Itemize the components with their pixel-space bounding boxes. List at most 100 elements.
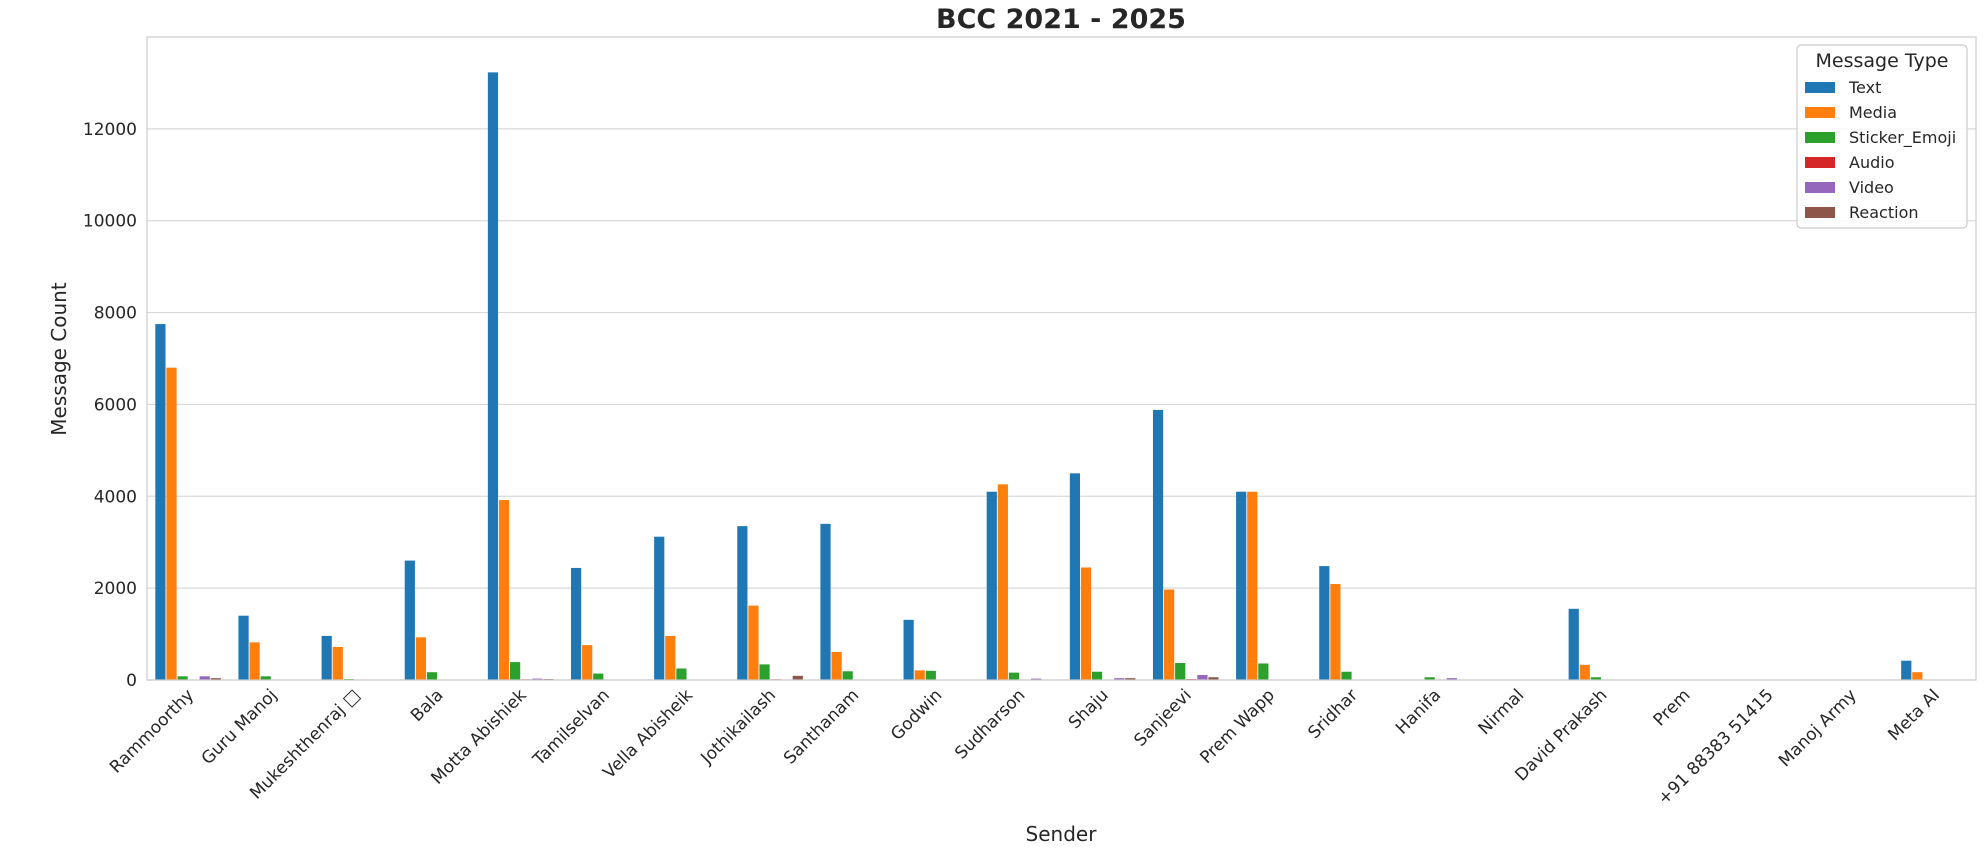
bar-reaction <box>792 675 803 680</box>
legend-label: Media <box>1849 103 1897 122</box>
bar-text <box>820 523 831 680</box>
legend-swatch <box>1805 107 1835 118</box>
legend-swatch <box>1805 82 1835 93</box>
bar-media <box>997 484 1008 680</box>
bar-media <box>831 651 842 680</box>
bar-media <box>332 646 343 680</box>
x-tick-label: Bala <box>407 685 447 725</box>
bar-media <box>1330 584 1341 680</box>
bar-media <box>665 635 676 680</box>
bar-sticker-emoji <box>1008 672 1020 680</box>
y-tick-label: 2000 <box>94 579 137 599</box>
bar-text <box>570 567 582 680</box>
bar-text <box>487 72 499 681</box>
bar-video <box>532 678 543 680</box>
x-tick-label: Sudharson <box>951 685 1029 763</box>
bar-sticker-emoji <box>1091 671 1103 680</box>
bar-text <box>1152 409 1164 680</box>
bar-text <box>1319 566 1330 680</box>
x-tick-label: Prem <box>1650 685 1695 730</box>
x-tick-label: Jothikailash <box>697 685 780 768</box>
y-tick-label: 12000 <box>83 120 137 140</box>
bar-video <box>1031 678 1042 680</box>
bar-sticker-emoji <box>426 672 438 680</box>
bar-media <box>1080 567 1092 680</box>
bar-sticker-emoji <box>1175 663 1186 680</box>
bar-media <box>498 499 510 680</box>
bar-media <box>582 645 593 680</box>
legend-swatch <box>1805 182 1835 193</box>
gridlines <box>147 128 1976 681</box>
x-tick-label: Prem Wapp <box>1196 685 1279 768</box>
bar-text <box>1901 660 1912 680</box>
bar-sticker-emoji <box>1258 663 1269 680</box>
bar-video <box>1114 678 1125 680</box>
x-tick-label: Sridhar <box>1304 685 1362 743</box>
x-tick-label: Santhanam <box>780 685 863 768</box>
bar-reaction <box>210 678 221 680</box>
bar-video <box>1197 674 1208 680</box>
y-axis-label: Message Count <box>47 282 71 436</box>
x-tick-label: Meta AI <box>1884 685 1944 745</box>
bar-reaction <box>1208 677 1219 680</box>
bar-text <box>737 526 748 680</box>
bar-sticker-emoji <box>510 662 521 680</box>
bar-media <box>166 367 177 680</box>
bar-text <box>155 324 166 680</box>
bar-media <box>1579 664 1590 680</box>
bar-media <box>1164 589 1175 680</box>
y-tick-label: 0 <box>126 671 137 691</box>
bar-media <box>415 637 427 680</box>
bar-media <box>249 642 260 680</box>
chart-title: BCC 2021 - 2025 <box>936 4 1186 35</box>
x-tick-label: Vella Abisheik <box>599 685 697 783</box>
y-tick-label: 10000 <box>83 212 137 232</box>
x-tick-label: Tamilselvan <box>529 685 614 770</box>
x-axis-label: Sender <box>1026 822 1098 846</box>
y-tick-label: 6000 <box>94 395 137 415</box>
bar-media <box>748 605 759 680</box>
bar-reaction <box>1125 678 1136 680</box>
legend-swatch <box>1805 157 1835 168</box>
y-tick-label: 4000 <box>94 487 137 507</box>
bar-text <box>1236 491 1247 680</box>
x-tick-label: Hanifa <box>1392 685 1445 738</box>
bar-sticker-emoji <box>1341 671 1352 680</box>
bar-media <box>1247 491 1258 680</box>
legend-label: Audio <box>1849 153 1894 172</box>
x-tick-label: Nirmal <box>1475 685 1529 739</box>
bar-sticker-emoji <box>759 664 770 680</box>
bar-text <box>321 635 332 680</box>
x-tick-label: Guru Manoj <box>198 685 282 769</box>
legend-swatch <box>1805 132 1835 143</box>
bar-video <box>199 676 210 680</box>
x-tick-label: Rammoorthy <box>106 685 198 777</box>
legend-label: Sticker_Emoji <box>1849 128 1956 148</box>
bar-sticker-emoji <box>260 676 271 680</box>
x-tick-label: Shaju <box>1065 685 1113 733</box>
bar-video <box>1446 678 1457 680</box>
bar-text <box>404 560 415 680</box>
legend-label: Text <box>1848 78 1881 97</box>
bar-sticker-emoji <box>676 668 687 680</box>
y-tick-label: 8000 <box>94 304 137 324</box>
bar-media <box>914 670 925 680</box>
legend-items: Text Media Sticker_Emoji Audio Video Reaction <box>1805 78 1956 222</box>
bar-text <box>1069 473 1081 680</box>
bar-text <box>986 491 997 680</box>
x-tick-label: Godwin <box>887 685 946 744</box>
legend-label: Video <box>1849 178 1894 197</box>
plot-frame <box>146 36 1977 681</box>
legend-swatch <box>1805 207 1835 218</box>
legend-box <box>1796 44 1968 229</box>
x-tick-label: Sanjeevi <box>1130 685 1195 750</box>
bar-text <box>903 619 914 680</box>
bar-sticker-emoji <box>1590 677 1601 680</box>
bars <box>155 72 1923 681</box>
y-tick-labels: 0 2000 4000 6000 8000 10000 12000 <box>83 120 137 691</box>
bar-sticker-emoji <box>1424 677 1435 680</box>
bar-text <box>1568 608 1579 680</box>
x-tick-label: Manoj Army <box>1775 685 1861 771</box>
